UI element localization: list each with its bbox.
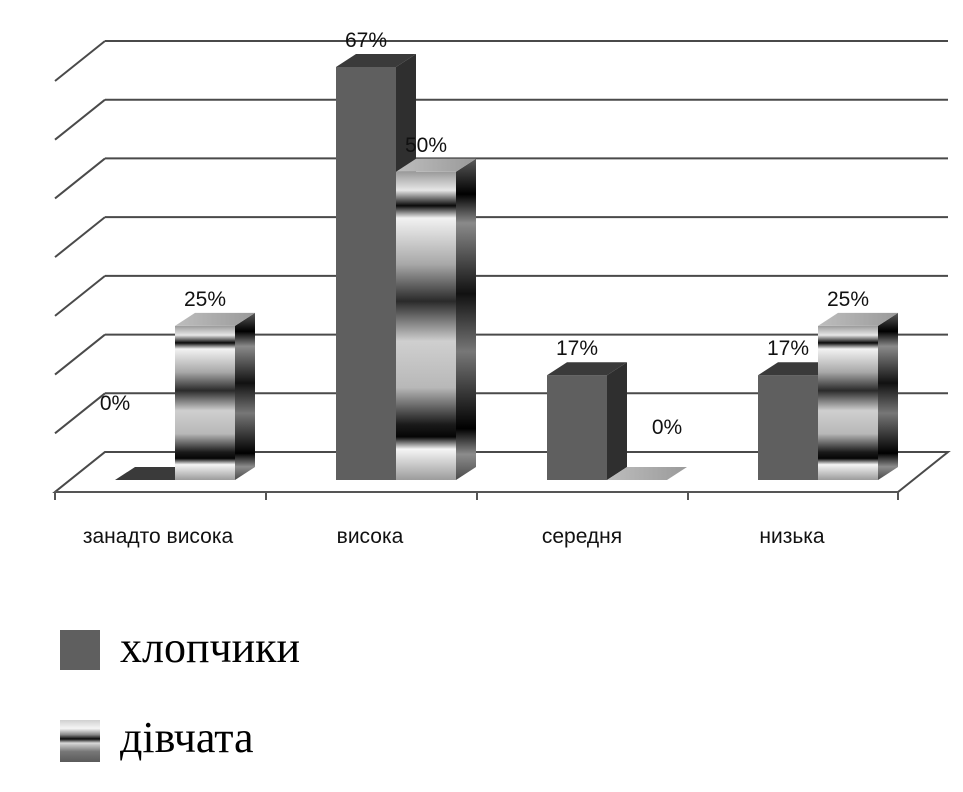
data-label-boys-0: 0%: [100, 392, 130, 415]
bar-girls-1: [396, 158, 476, 480]
gridline-depth: [54, 275, 106, 317]
data-label-boys-3: 17%: [767, 337, 809, 360]
bar-girls-1-side: [456, 158, 476, 480]
data-labels: 0% 25% 67% 50% 17% 0% 17% 25%: [100, 29, 869, 439]
legend: хлопчики дівчата: [0, 600, 500, 787]
legend-label-girls: дівчата: [120, 713, 254, 762]
data-label-girls-0: 25%: [184, 288, 226, 311]
bar-boys-2: [547, 362, 627, 480]
gridline-depth: [54, 40, 106, 82]
bar-girls-0-side: [235, 312, 255, 480]
bar-boys-2-front: [547, 375, 607, 480]
bars: [115, 54, 898, 480]
x-tick-label-1: висока: [337, 525, 404, 548]
legend-swatch-girls: [60, 720, 100, 762]
bar-girls-3: [818, 312, 898, 480]
x-tick-label-3: низька: [759, 525, 825, 548]
bar-girls-3-front: [818, 325, 878, 480]
bar-girls-0-top: [175, 312, 255, 326]
legend-swatch-boys: [60, 630, 100, 670]
x-tick-label-0: занадто висока: [83, 525, 234, 548]
bar-boys-3-front: [758, 375, 818, 480]
gridline-depth: [54, 157, 106, 200]
data-label-boys-1: 67%: [345, 29, 387, 52]
bar-girls-0-front: [175, 325, 235, 480]
bar-girls-3-top: [818, 312, 898, 326]
x-axis-tick-labels: занадто висока висока середня низька: [83, 525, 825, 548]
gridline-depth: [54, 98, 106, 141]
bar-boys-1-top: [336, 54, 416, 67]
bar-girls-1-top: [396, 158, 476, 172]
data-label-girls-3: 25%: [827, 288, 869, 311]
bar-girls-0: [175, 312, 255, 480]
gridline-depth: [54, 392, 106, 435]
data-label-girls-1: 50%: [405, 134, 447, 157]
x-tick-label-2: середня: [542, 525, 622, 548]
chart-floor: [52, 451, 951, 500]
gridline-depth: [54, 216, 106, 258]
bar-girls-2-top: [607, 467, 687, 480]
data-label-girls-2: 0%: [652, 416, 682, 439]
data-label-boys-2: 17%: [556, 337, 598, 360]
bar-girls-2: [607, 467, 687, 480]
bar-boys-2-top: [547, 362, 627, 376]
bar-girls-3-side: [878, 312, 898, 480]
bar-girls-1-front: [396, 171, 456, 480]
bar-boys-2-side: [607, 362, 627, 480]
bar-boys-1-front: [336, 67, 396, 480]
legend-label-boys: хлопчики: [120, 623, 300, 672]
gridline-depth: [54, 333, 106, 376]
